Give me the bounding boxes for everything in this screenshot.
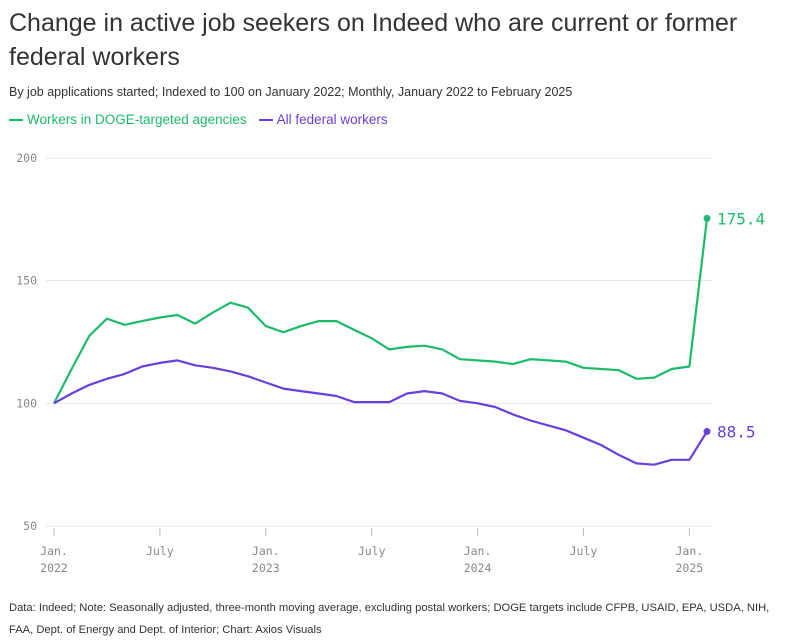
- legend-swatch-doge: [9, 118, 23, 121]
- chart-legend: Workers in DOGE-targeted agencies All fe…: [9, 112, 400, 127]
- end-label-federal: 88.5: [717, 423, 756, 442]
- chart-title: Change in active job seekers on Indeed w…: [9, 9, 738, 71]
- x-tick-label-6: July: [146, 544, 174, 558]
- chart-footer: Data: Indeed; Note: Seasonally adjusted,…: [9, 602, 770, 636]
- line-chart: 50 100 150 200 Jan. 2022 July Jan. 2023 July Jan. 2…: [16, 151, 765, 575]
- legend-label-doge: Workers in DOGE-targeted agencies: [27, 112, 247, 127]
- y-tick-label-150: 150: [16, 274, 37, 288]
- y-tick-label-100: 100: [16, 396, 37, 410]
- x-tick-label-18: July: [358, 544, 386, 558]
- x-tick-label-12: Jan.: [252, 544, 280, 558]
- y-tick-label-50: 50: [23, 519, 37, 533]
- legend-swatch-federal: [258, 118, 273, 121]
- x-tick-label-36: Jan.: [675, 544, 703, 558]
- x-tick-label-0: Jan.: [40, 544, 68, 558]
- x-tick-year-24: 2024: [464, 561, 492, 575]
- end-point-federal: [703, 428, 711, 436]
- chart-subtitle: By job applications started; Indexed to …: [9, 85, 573, 99]
- series-line-doge: [53, 218, 709, 404]
- legend-item-doge: Workers in DOGE-targeted agencies: [9, 112, 247, 127]
- series-line-federal: [53, 359, 708, 466]
- legend-item-federal: All federal workers: [258, 112, 388, 127]
- x-tick-label-30: July: [570, 544, 598, 558]
- y-tick-label-200: 200: [16, 151, 37, 165]
- x-tick-year-36: 2025: [675, 561, 703, 575]
- legend-label-federal: All federal workers: [276, 112, 388, 127]
- end-point-doge: [703, 214, 711, 222]
- x-tick-year-12: 2023: [252, 561, 280, 575]
- end-label-doge: 175.4: [717, 209, 765, 228]
- x-tick-label-24: Jan.: [464, 544, 492, 558]
- x-tick-year-0: 2022: [40, 561, 68, 575]
